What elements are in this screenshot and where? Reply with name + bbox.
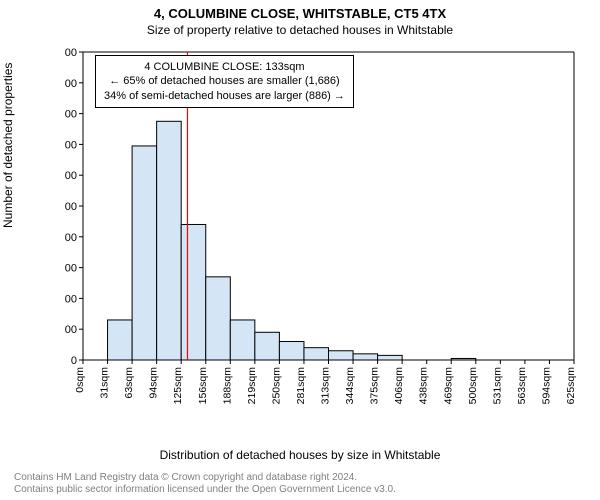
y-axis-label: Number of detached properties: [1, 63, 15, 228]
chart-container: 4, COLUMBINE CLOSE, WHITSTABLE, CT5 4TX …: [0, 0, 600, 500]
histogram-bar: [353, 354, 378, 360]
y-tick-label: 200: [65, 293, 77, 305]
histogram-bar: [255, 332, 280, 360]
y-tick-label: 1000: [65, 48, 77, 59]
y-tick-label: 0: [71, 355, 77, 367]
x-tick-label: 250sqm: [270, 367, 282, 405]
y-tick-label: 300: [65, 263, 77, 275]
annotation-box: 4 COLUMBINE CLOSE: 133sqm ← 65% of detac…: [95, 55, 354, 108]
histogram-bar: [108, 320, 133, 360]
x-tick-label: 469sqm: [442, 367, 454, 405]
histogram-bar: [181, 224, 206, 360]
x-tick-label: 406sqm: [393, 367, 405, 405]
x-tick-label: 438sqm: [418, 367, 430, 405]
x-tick-label: 625sqm: [565, 367, 577, 405]
histogram-bar: [279, 342, 304, 360]
y-tick-label: 100: [65, 324, 77, 336]
x-tick-label: 500sqm: [467, 367, 479, 405]
x-tick-label: 0sqm: [74, 367, 86, 393]
x-tick-label: 344sqm: [344, 367, 356, 405]
chart-title: 4, COLUMBINE CLOSE, WHITSTABLE, CT5 4TX: [0, 0, 600, 21]
y-tick-label: 400: [65, 232, 77, 244]
y-tick-label: 900: [65, 78, 77, 90]
histogram-bar: [157, 121, 182, 360]
histogram-bar: [304, 348, 329, 360]
x-tick-label: 125sqm: [172, 367, 184, 405]
x-tick-label: 281sqm: [295, 367, 307, 405]
x-tick-label: 63sqm: [123, 367, 135, 399]
x-tick-label: 531sqm: [491, 367, 503, 405]
x-tick-label: 313sqm: [320, 367, 332, 405]
x-tick-label: 563sqm: [516, 367, 528, 405]
x-tick-label: 375sqm: [369, 367, 381, 405]
histogram-bar: [329, 351, 354, 360]
footer: Contains HM Land Registry data © Crown c…: [14, 472, 396, 496]
x-tick-label: 31sqm: [99, 367, 111, 399]
histogram-bar: [378, 355, 403, 360]
x-axis-label: Distribution of detached houses by size …: [0, 448, 600, 462]
y-tick-label: 800: [65, 109, 77, 121]
x-tick-label: 219sqm: [246, 367, 258, 405]
x-tick-label: 594sqm: [540, 367, 552, 405]
footer-line2: Contains public sector information licen…: [14, 484, 396, 496]
y-tick-label: 500: [65, 201, 77, 213]
y-tick-label: 600: [65, 170, 77, 182]
histogram-bar: [230, 320, 255, 360]
chart-subtitle: Size of property relative to detached ho…: [0, 21, 600, 37]
annotation-line2: ← 65% of detached houses are smaller (1,…: [104, 74, 345, 88]
annotation-line1: 4 COLUMBINE CLOSE: 133sqm: [104, 60, 345, 74]
footer-line1: Contains HM Land Registry data © Crown c…: [14, 472, 396, 484]
y-tick-label: 700: [65, 139, 77, 151]
x-tick-label: 156sqm: [197, 367, 209, 405]
annotation-line3: 34% of semi-detached houses are larger (…: [104, 89, 345, 103]
histogram-bar: [132, 146, 157, 360]
x-tick-label: 188sqm: [221, 367, 233, 405]
x-tick-label: 94sqm: [148, 367, 160, 399]
histogram-bar: [206, 277, 231, 360]
